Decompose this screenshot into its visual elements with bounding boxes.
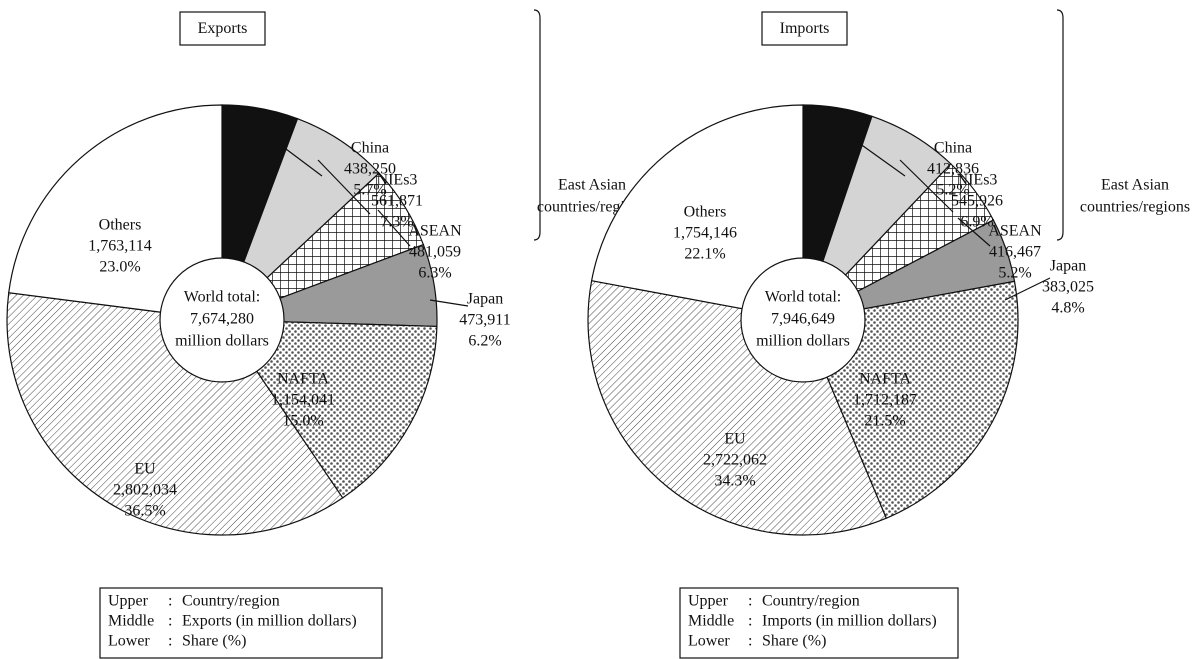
center-circle — [159, 257, 285, 383]
chart-title: Exports — [198, 20, 248, 37]
share-label: 34.3% — [714, 473, 755, 490]
pie-slice — [6, 292, 344, 536]
leader-line — [429, 299, 469, 307]
share-label: 15.0% — [282, 413, 323, 430]
value-label: 545,926 — [951, 193, 1003, 210]
key-term: Lower — [108, 633, 150, 650]
share-label: 6.3% — [418, 265, 451, 282]
value-label: 412,836 — [927, 161, 979, 178]
key-desc: Imports (in million dollars) — [762, 613, 937, 630]
key-colon: : — [168, 633, 172, 650]
value-label: 383,025 — [1042, 279, 1094, 296]
group-label: countries/regions — [1080, 199, 1190, 216]
key-term: Upper — [108, 593, 149, 610]
key-desc: Country/region — [762, 593, 860, 610]
value-label: 416,467 — [989, 244, 1041, 261]
key-box — [99, 587, 383, 659]
slice-label: EU — [134, 461, 156, 478]
center-circle — [740, 257, 866, 383]
share-label: 22.1% — [684, 246, 725, 263]
key-term: Middle — [688, 613, 734, 630]
pie-slice — [8, 104, 223, 321]
value-label: 473,911 — [459, 312, 510, 329]
title-box — [761, 11, 848, 46]
center-text: million dollars — [175, 333, 269, 350]
slice-label: NIEs3 — [957, 172, 998, 189]
share-label: 6.9% — [960, 214, 993, 231]
slice-label: China — [351, 140, 389, 157]
key-colon: : — [168, 593, 172, 610]
group-label: East Asian — [558, 177, 626, 194]
bracket — [533, 9, 541, 241]
share-label: 7.3% — [380, 214, 413, 231]
key-colon: : — [748, 633, 752, 650]
center-text: million dollars — [756, 333, 850, 350]
slice-label: China — [934, 140, 972, 157]
key-term: Upper — [688, 593, 729, 610]
leader-line — [1004, 277, 1051, 301]
bracket — [1056, 9, 1064, 241]
leader-line — [957, 217, 991, 247]
slice-label: NAFTA — [859, 371, 912, 388]
slice-label: Japan — [467, 291, 503, 308]
leader-line — [899, 159, 954, 213]
pie-slice — [221, 117, 380, 321]
slice-label: NAFTA — [277, 371, 330, 388]
key-colon: : — [748, 593, 752, 610]
key-term: Middle — [108, 613, 154, 630]
value-label: 1,763,114 — [88, 238, 151, 255]
slice-label: ASEAN — [408, 223, 462, 240]
share-label: 5.7% — [353, 182, 386, 199]
key-box — [679, 587, 959, 659]
slice-label: EU — [724, 431, 746, 448]
key-desc: Share (%) — [182, 633, 246, 650]
value-label: 438,250 — [344, 161, 396, 178]
center-text: World total: — [184, 289, 260, 306]
share-label: 36.5% — [124, 503, 165, 520]
title-box — [179, 11, 266, 46]
value-label: 1,712,187 — [853, 392, 917, 409]
value-label: 1,754,146 — [673, 225, 737, 242]
value-label: 561,871 — [371, 193, 423, 210]
slice-label: NIEs3 — [377, 172, 418, 189]
value-label: 2,802,034 — [113, 482, 177, 499]
share-label: 21.5% — [864, 413, 905, 430]
key-term: Lower — [688, 633, 730, 650]
key-desc: Country/region — [182, 593, 280, 610]
share-label: 23.0% — [99, 259, 140, 276]
share-label: 5.2% — [936, 182, 969, 199]
key-desc: Exports (in million dollars) — [182, 613, 357, 630]
center-total: 7,674,280 — [190, 311, 254, 328]
key-desc: Share (%) — [762, 633, 826, 650]
slice-label: Japan — [1050, 258, 1086, 275]
share-label: 4.8% — [1051, 300, 1084, 317]
key-colon: : — [168, 613, 172, 630]
leader-line — [837, 127, 906, 177]
slice-label: Others — [684, 204, 727, 221]
slice-label: Others — [99, 217, 142, 234]
value-label: 2,722,062 — [703, 452, 767, 469]
share-label: 6.2% — [468, 333, 501, 350]
center-total: 7,946,649 — [771, 311, 835, 328]
key-colon: : — [748, 613, 752, 630]
pie-slice — [220, 319, 438, 499]
value-label: 481,059 — [409, 244, 461, 261]
group-label: East Asian — [1101, 177, 1169, 194]
leader-line — [377, 209, 411, 247]
pie-slice — [590, 104, 804, 321]
share-label: 5.2% — [998, 265, 1031, 282]
leader-line — [257, 127, 323, 177]
center-text: World total: — [765, 289, 841, 306]
value-label: 1,154,041 — [271, 392, 335, 409]
chart-title: Imports — [780, 20, 830, 37]
slice-label: ASEAN — [988, 223, 1042, 240]
leader-line — [317, 159, 371, 215]
